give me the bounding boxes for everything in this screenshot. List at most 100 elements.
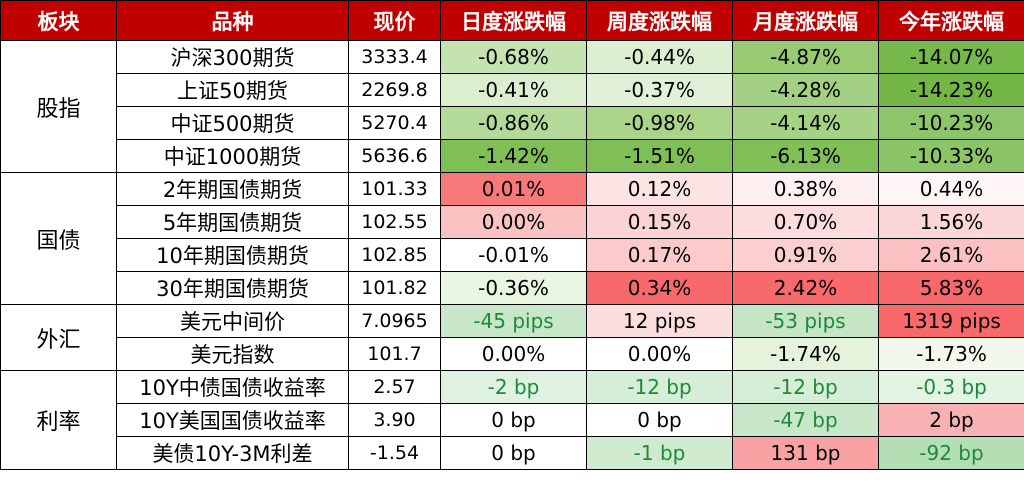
table-row: 10年期国债期货 102.85 -0.01% 0.17% 0.91% 2.61% bbox=[1, 238, 1024, 272]
daily-change-cell: -0.41% bbox=[440, 73, 587, 107]
instrument-name-cell: 上证50期货 bbox=[116, 73, 349, 107]
header-row: 板块 品种 现价 日度涨跌幅 周度涨跌幅 月度涨跌幅 今年涨跌幅 bbox=[0, 0, 1024, 41]
weekly-change-cell: -1 bp bbox=[586, 436, 733, 470]
table-row: 5年期国债期货 102.55 0.00% 0.15% 0.70% 1.56% bbox=[1, 205, 1024, 239]
price-cell: 101.82 bbox=[348, 271, 441, 305]
daily-change-cell: -0.01% bbox=[440, 238, 587, 272]
price-cell: 3.90 bbox=[348, 403, 441, 437]
header-ytd-change: 今年涨跌幅 bbox=[878, 0, 1024, 41]
price-cell: 5636.6 bbox=[348, 139, 441, 173]
market-performance-table: 板块 品种 现价 日度涨跌幅 周度涨跌幅 月度涨跌幅 今年涨跌幅 股指 沪深300… bbox=[0, 0, 1024, 470]
instrument-name-cell: 10年期国债期货 bbox=[116, 238, 349, 272]
price-cell: 7.0965 bbox=[348, 304, 441, 338]
price-cell: -1.54 bbox=[348, 436, 441, 470]
ytd-change-cell: 5.83% bbox=[878, 271, 1024, 305]
monthly-change-cell: -4.87% bbox=[732, 40, 879, 74]
instrument-name-cell: 美债10Y-3M利差 bbox=[116, 436, 349, 470]
price-cell: 2.57 bbox=[348, 370, 441, 404]
table-row: 上证50期货 2269.8 -0.41% -0.37% -4.28% -14.23% bbox=[1, 73, 1024, 107]
daily-change-cell: 0 bp bbox=[440, 403, 587, 437]
instrument-name-cell: 中证500期货 bbox=[116, 106, 349, 140]
ytd-change-cell: -14.07% bbox=[878, 40, 1024, 74]
table-row: 中证1000期货 5636.6 -1.42% -1.51% -6.13% -10.33% bbox=[1, 139, 1024, 173]
weekly-change-cell: 12 pips bbox=[586, 304, 733, 338]
daily-change-cell: -1.42% bbox=[440, 139, 587, 173]
sector-cell: 外汇 bbox=[0, 304, 117, 371]
ytd-change-cell: 1319 pips bbox=[878, 304, 1024, 338]
monthly-change-cell: -1.74% bbox=[732, 337, 879, 371]
price-cell: 2269.8 bbox=[348, 73, 441, 107]
monthly-change-cell: -12 bp bbox=[732, 370, 879, 404]
instrument-name-cell: 30年期国债期货 bbox=[116, 271, 349, 305]
instrument-name-cell: 10Y美国国债收益率 bbox=[116, 403, 349, 437]
monthly-change-cell: -4.14% bbox=[732, 106, 879, 140]
monthly-change-cell: -6.13% bbox=[732, 139, 879, 173]
header-price: 现价 bbox=[348, 0, 441, 41]
monthly-change-cell: 0.70% bbox=[732, 205, 879, 239]
header-monthly-change: 月度涨跌幅 bbox=[732, 0, 879, 41]
price-cell: 3333.4 bbox=[348, 40, 441, 74]
monthly-change-cell: -4.28% bbox=[732, 73, 879, 107]
table-row: 美债10Y-3M利差 -1.54 0 bp -1 bp 131 bp -92 bp bbox=[1, 436, 1024, 470]
price-cell: 102.85 bbox=[348, 238, 441, 272]
ytd-change-cell: -10.23% bbox=[878, 106, 1024, 140]
table-row: 30年期国债期货 101.82 -0.36% 0.34% 2.42% 5.83% bbox=[1, 271, 1024, 305]
ytd-change-cell: 2.61% bbox=[878, 238, 1024, 272]
daily-change-cell: 0 bp bbox=[440, 436, 587, 470]
weekly-change-cell: 0.17% bbox=[586, 238, 733, 272]
weekly-change-cell: -12 bp bbox=[586, 370, 733, 404]
monthly-change-cell: -53 pips bbox=[732, 304, 879, 338]
daily-change-cell: 0.00% bbox=[440, 337, 587, 371]
daily-change-cell: -45 pips bbox=[440, 304, 587, 338]
monthly-change-cell: -47 bp bbox=[732, 403, 879, 437]
monthly-change-cell: 0.91% bbox=[732, 238, 879, 272]
price-cell: 5270.4 bbox=[348, 106, 441, 140]
ytd-change-cell: 0.44% bbox=[878, 172, 1024, 206]
sector-cell: 利率 bbox=[0, 370, 117, 470]
table-row: 利率 10Y中债国债收益率 2.57 -2 bp -12 bp -12 bp -0.3 bp bbox=[0, 370, 1024, 470]
sector-cell: 股指 bbox=[0, 40, 117, 173]
weekly-change-cell: 0.34% bbox=[586, 271, 733, 305]
daily-change-cell: -0.36% bbox=[440, 271, 587, 305]
price-cell: 102.55 bbox=[348, 205, 441, 239]
price-cell: 101.33 bbox=[348, 172, 441, 206]
weekly-change-cell: -0.98% bbox=[586, 106, 733, 140]
table-row: 外汇 美元中间价 7.0965 -45 pips 12 pips -53 pips 1319… bbox=[0, 304, 1024, 371]
ytd-change-cell: -14.23% bbox=[878, 73, 1024, 107]
instrument-name-cell: 中证1000期货 bbox=[116, 139, 349, 173]
weekly-change-cell: -0.44% bbox=[586, 40, 733, 74]
table-row: 中证500期货 5270.4 -0.86% -0.98% -4.14% -10.23% bbox=[1, 106, 1024, 140]
price-cell: 101.7 bbox=[348, 337, 441, 371]
instrument-name-cell: 美元中间价 bbox=[116, 304, 349, 338]
table-row: 股指 沪深300期货 3333.4 -0.68% -0.44% -4.87% -14.07% bbox=[0, 40, 1024, 173]
daily-change-cell: -0.68% bbox=[440, 40, 587, 74]
daily-change-cell: -2 bp bbox=[440, 370, 587, 404]
header-weekly-change: 周度涨跌幅 bbox=[586, 0, 733, 41]
weekly-change-cell: 0 bp bbox=[586, 403, 733, 437]
sector-cell: 国债 bbox=[0, 172, 117, 305]
instrument-name-cell: 5年期国债期货 bbox=[116, 205, 349, 239]
daily-change-cell: 0.01% bbox=[440, 172, 587, 206]
instrument-name-cell: 10Y中债国债收益率 bbox=[116, 370, 349, 404]
weekly-change-cell: 0.12% bbox=[586, 172, 733, 206]
ytd-change-cell: -10.33% bbox=[878, 139, 1024, 173]
table-body: 股指 沪深300期货 3333.4 -0.68% -0.44% -4.87% -14.07%… bbox=[0, 40, 1024, 470]
ytd-change-cell: 1.56% bbox=[878, 205, 1024, 239]
monthly-change-cell: 131 bp bbox=[732, 436, 879, 470]
ytd-change-cell: -92 bp bbox=[878, 436, 1024, 470]
table-row: 国债 2年期国债期货 101.33 0.01% 0.12% 0.38% 0.44% bbox=[0, 172, 1024, 305]
ytd-change-cell: -1.73% bbox=[878, 337, 1024, 371]
header-sector: 板块 bbox=[0, 0, 117, 41]
weekly-change-cell: -1.51% bbox=[586, 139, 733, 173]
monthly-change-cell: 2.42% bbox=[732, 271, 879, 305]
table-row: 美元指数 101.7 0.00% 0.00% -1.74% -1.73% bbox=[1, 337, 1024, 371]
header-instrument: 品种 bbox=[116, 0, 349, 41]
ytd-change-cell: 2 bp bbox=[878, 403, 1024, 437]
instrument-name-cell: 美元指数 bbox=[116, 337, 349, 371]
instrument-name-cell: 2年期国债期货 bbox=[116, 172, 349, 206]
table-row: 10Y美国国债收益率 3.90 0 bp 0 bp -47 bp 2 bp bbox=[1, 403, 1024, 437]
weekly-change-cell: -0.37% bbox=[586, 73, 733, 107]
weekly-change-cell: 0.00% bbox=[586, 337, 733, 371]
daily-change-cell: -0.86% bbox=[440, 106, 587, 140]
ytd-change-cell: -0.3 bp bbox=[878, 370, 1024, 404]
